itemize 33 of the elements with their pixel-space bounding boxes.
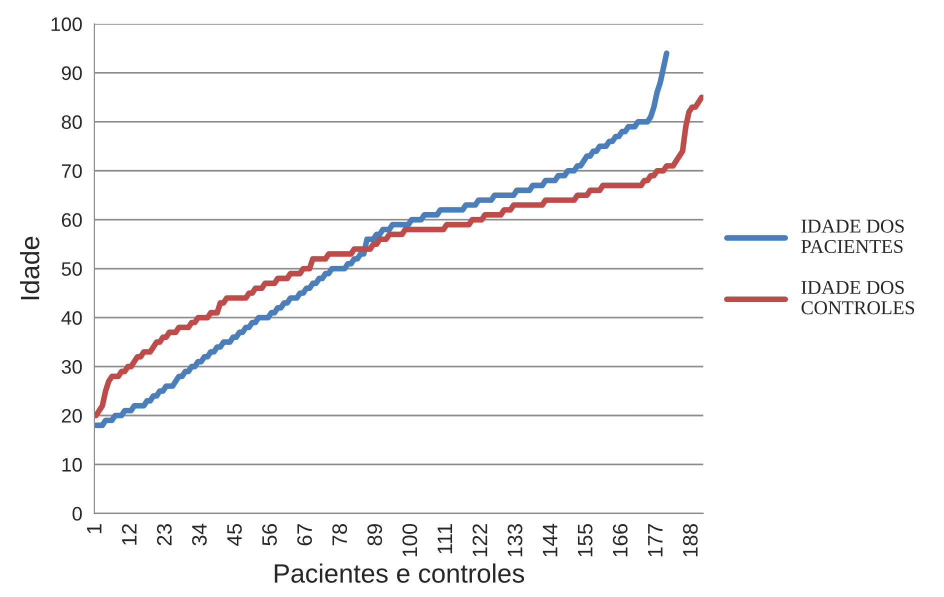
x-tick-label: 166: [612, 524, 628, 556]
x-tick-label: 56: [262, 524, 277, 546]
x-tick-label: 100: [402, 524, 418, 556]
x-tick-label: 133: [508, 524, 522, 556]
x-tick-label: 67: [297, 524, 312, 546]
y-tick-label: 30: [62, 360, 82, 374]
legend-label: IDADE DOS PACIENTES: [801, 220, 904, 254]
y-tick-label: 50: [62, 262, 82, 276]
x-tick-label: 34: [192, 524, 207, 546]
x-tick-label: 45: [227, 524, 242, 546]
x-axis-title: Pacientes e controles: [274, 563, 524, 583]
y-tick-label: 80: [62, 115, 82, 130]
x-tick-label: 89: [367, 524, 382, 546]
y-tick-label: 90: [62, 66, 82, 80]
y-tick-label: 40: [61, 311, 82, 325]
x-tick-label: 122: [472, 524, 488, 556]
x-tick-label: 1: [87, 524, 102, 534]
x-tick-label: 177: [648, 524, 662, 556]
x-tick-label: 78: [332, 524, 348, 546]
y-tick-label: 70: [62, 164, 82, 178]
y-tick-label: 10: [62, 458, 82, 472]
x-tick-label: 155: [578, 524, 593, 556]
x-tick-label: 111: [438, 524, 452, 554]
x-tick-label: 144: [542, 524, 558, 556]
x-tick-label: 23: [156, 524, 172, 546]
y-tick-label: 60: [62, 213, 82, 227]
x-tick-label: 188: [682, 524, 698, 556]
x-tick-label: 12: [122, 524, 136, 545]
y-axis-title: Idade: [20, 236, 40, 300]
legend-label: IDADE DOS CONTROLES: [801, 280, 914, 314]
y-tick-label: 20: [62, 408, 82, 423]
y-tick-label: 0: [72, 506, 82, 521]
y-tick-label: 100: [52, 17, 82, 32]
